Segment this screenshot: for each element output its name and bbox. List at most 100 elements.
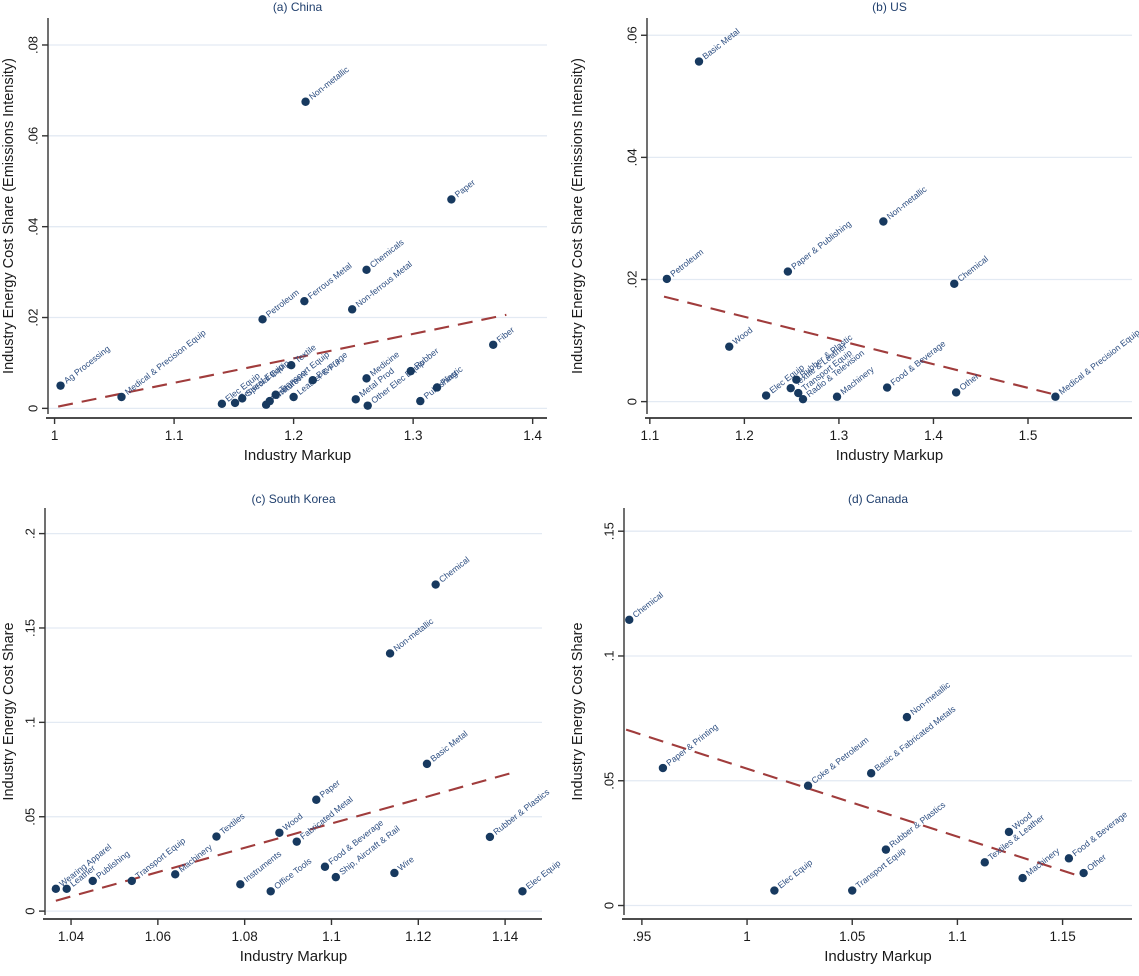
x-tick-label: 1 <box>743 929 751 944</box>
data-point <box>212 832 221 841</box>
data-point <box>117 392 126 402</box>
point-label: Petroleum <box>668 247 705 279</box>
data-point <box>312 795 321 804</box>
data-point <box>798 394 808 404</box>
x-tick-label: 1.3 <box>404 428 423 443</box>
data-point <box>362 374 371 383</box>
y-tick-label: .04 <box>624 148 639 166</box>
point-label: Fiber <box>495 325 517 345</box>
data-point <box>794 388 803 398</box>
point-label: Basic Metal <box>428 728 469 763</box>
x-tick-label: 1.1 <box>948 929 967 944</box>
point-label: Rubber <box>412 346 440 371</box>
data-point <box>422 759 432 769</box>
point-label: Medical & Precision Equip <box>123 327 208 396</box>
x-tick-label: 1.12 <box>405 929 431 944</box>
y-tick-label: .15 <box>601 522 616 540</box>
point-label: Office Tools <box>272 856 313 891</box>
point-label: Ag Processing <box>62 343 112 385</box>
point-label: Non-ferrous Metal <box>354 259 414 309</box>
data-point <box>950 279 959 288</box>
panel-d-canada: 0.05.1.15.95 1 1.05 1.1 1.15 Chemical Paper & … <box>569 485 1139 971</box>
data-point <box>694 57 704 66</box>
x-tick-label: 1.2 <box>735 428 754 443</box>
data-point <box>390 868 399 878</box>
point-label: Wire <box>396 854 416 873</box>
y-tick-label: 0 <box>25 405 40 412</box>
data-point <box>88 876 97 886</box>
data-point <box>489 340 498 349</box>
data-point <box>447 195 456 204</box>
data-point <box>662 274 672 284</box>
data-point <box>518 887 527 896</box>
x-tick-label: 1.1 <box>322 929 341 944</box>
point-label: Non-metallic <box>391 616 435 654</box>
data-point <box>363 401 372 410</box>
y-tick-label: .06 <box>624 26 639 44</box>
data-point <box>301 97 310 106</box>
fit-line <box>663 295 1054 396</box>
point-label: Wood <box>281 811 305 833</box>
data-point <box>832 392 842 401</box>
data-point <box>56 381 65 390</box>
data-point <box>786 383 795 393</box>
y-axis-label: Industry Energy Cost Share <box>1 622 17 800</box>
panel-c-south-korea: 0.05.1.15.2 1.04 1.06 1.08 1.1 1.12 1.14 Wearin… <box>0 485 569 971</box>
x-tick-label: 1.08 <box>232 929 258 944</box>
y-axis-label: Industry Energy Cost Share (Emissions In… <box>570 58 586 374</box>
point-label: Wood <box>731 325 755 347</box>
panel-title: (c) South Korea <box>251 492 335 506</box>
data-point <box>783 267 793 276</box>
data-point <box>406 366 415 376</box>
data-point <box>980 858 989 867</box>
data-point <box>362 265 371 275</box>
data-point <box>292 837 301 846</box>
y-tick-label: .02 <box>25 308 40 326</box>
data-point <box>416 396 425 406</box>
point-label: Petroleum <box>264 287 301 319</box>
point-label: Plastic <box>438 363 465 387</box>
data-point <box>300 296 309 306</box>
y-tick-label: 0 <box>601 902 616 909</box>
y-axis-label: Industry Energy Cost Share <box>570 622 586 800</box>
data-point <box>51 884 61 894</box>
x-tick-label: 1.1 <box>640 428 659 443</box>
data-point <box>217 399 227 409</box>
data-point <box>385 649 395 658</box>
y-tick-label: .1 <box>22 717 37 728</box>
point-label: Other <box>1085 852 1108 873</box>
x-tick-label: 1.06 <box>145 929 171 944</box>
data-point <box>347 305 357 314</box>
point-label: Paper <box>318 778 342 800</box>
y-tick-label: .15 <box>22 619 37 637</box>
y-tick-label: 0 <box>624 398 639 405</box>
x-tick-label: .95 <box>632 929 651 944</box>
panel-title: (d) Canada <box>848 492 908 506</box>
scatter-plot: 0 .02 .04 .06 .08 1 1.1 1.2 1.3 1.4 Ag Processing M… <box>1 0 547 464</box>
x-axis-label: Industry Markup <box>824 948 932 965</box>
x-tick-label: 1 <box>51 428 59 443</box>
point-label: Medical & Precision Equip <box>1057 327 1139 396</box>
data-point <box>951 388 961 397</box>
data-point <box>879 217 888 226</box>
x-tick-label: 1.14 <box>492 929 519 944</box>
data-point <box>1079 868 1088 878</box>
point-label: Rubber & Plastics <box>491 787 551 837</box>
data-point <box>62 884 71 894</box>
data-point <box>275 828 284 837</box>
data-point <box>258 315 267 324</box>
y-tick-label: 0 <box>22 907 37 914</box>
data-point <box>287 361 296 370</box>
point-label: Transport Equip <box>854 845 908 890</box>
x-tick-label: 1.04 <box>58 929 85 944</box>
fit-line <box>625 728 1080 878</box>
data-point <box>1004 827 1014 837</box>
y-tick-label: .1 <box>601 651 616 662</box>
point-label: Elec Equip <box>776 857 815 890</box>
x-tick-label: 1.4 <box>924 428 943 443</box>
y-tick-label: .06 <box>25 127 40 145</box>
x-tick-label: 1.2 <box>284 428 303 443</box>
data-point <box>171 870 180 879</box>
data-point <box>1051 392 1060 401</box>
x-tick-label: 1.3 <box>830 428 849 443</box>
